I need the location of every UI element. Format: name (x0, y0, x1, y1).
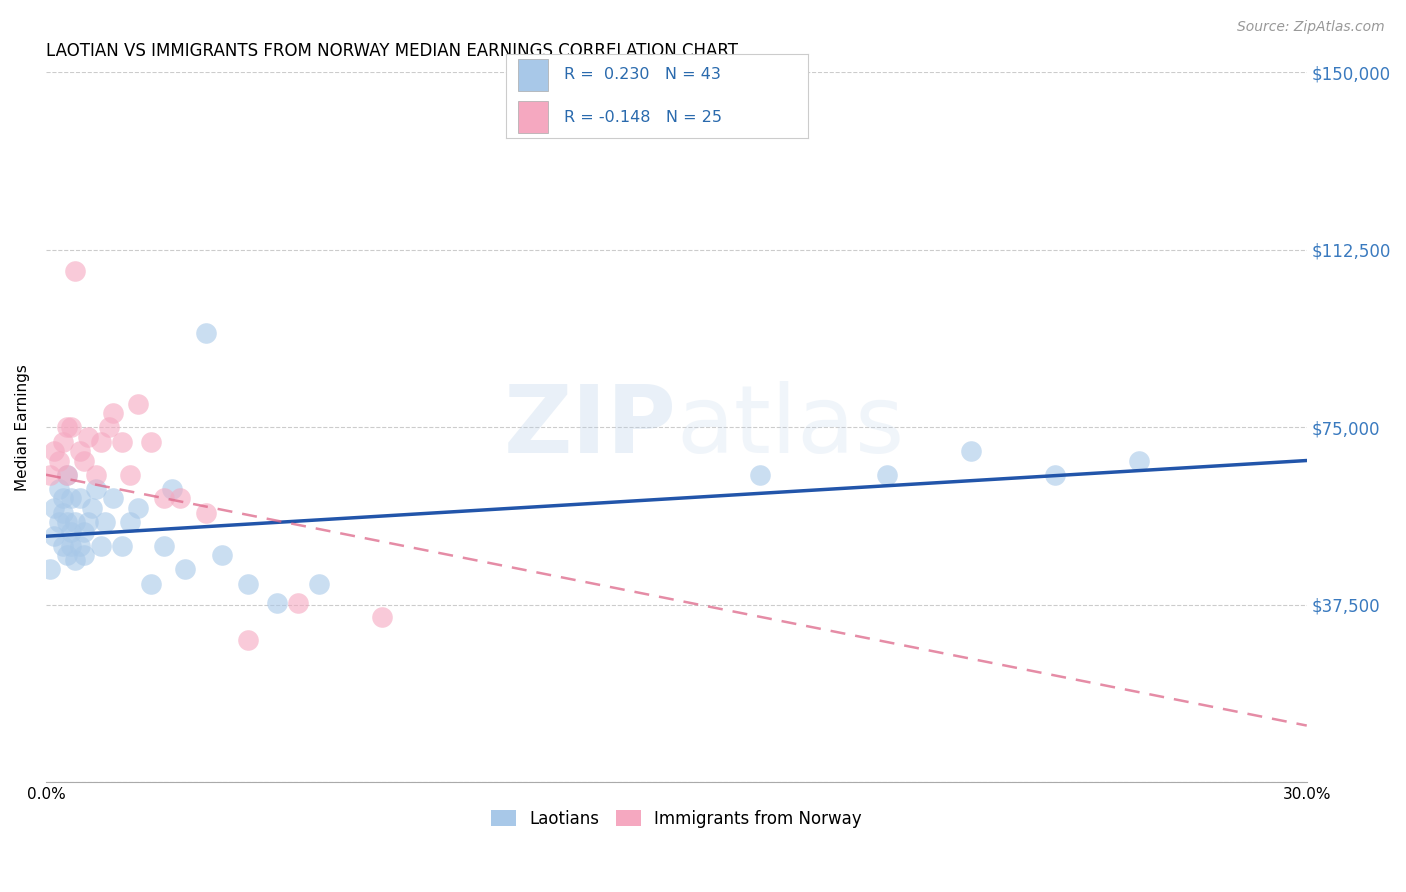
Point (211, 548, 233, 562)
Point (65, 515, 87, 529)
Point (287, 595, 309, 609)
Point (118, 467, 141, 482)
Point (52, 506, 75, 520)
Point (98, 420, 121, 434)
Point (86, 467, 108, 482)
Point (60, 420, 83, 434)
Point (60, 491, 83, 506)
Point (169, 491, 191, 506)
Point (1128, 453, 1150, 467)
Point (236, 576, 259, 591)
Point (127, 397, 149, 411)
Point (56, 515, 79, 529)
Point (69, 491, 91, 506)
Point (152, 491, 174, 506)
Point (86, 482, 108, 496)
Point (266, 595, 288, 609)
Point (44, 529, 66, 543)
Point (103, 491, 125, 506)
Text: R = -0.148   N = 25: R = -0.148 N = 25 (564, 110, 721, 125)
Y-axis label: Median Earnings: Median Earnings (15, 364, 30, 491)
Text: Source: ZipAtlas.com: Source: ZipAtlas.com (1237, 20, 1385, 34)
Point (60, 539, 83, 553)
Point (44, 444, 66, 458)
Point (56, 467, 79, 482)
Text: atlas: atlas (676, 382, 904, 474)
Point (160, 482, 183, 496)
Text: LAOTIAN VS IMMIGRANTS FROM NORWAY MEDIAN EARNINGS CORRELATION CHART: LAOTIAN VS IMMIGRANTS FROM NORWAY MEDIAN… (46, 42, 738, 60)
Point (111, 434, 134, 449)
Point (103, 406, 125, 420)
Text: ZIP: ZIP (503, 382, 676, 474)
Point (749, 467, 772, 482)
Point (48, 453, 70, 467)
Bar (519, 59, 548, 91)
Point (111, 539, 134, 553)
Point (308, 576, 330, 591)
Point (73, 524, 96, 539)
Point (139, 576, 162, 591)
Point (82, 500, 104, 515)
Point (959, 444, 981, 458)
Point (69, 444, 91, 458)
Point (44, 500, 66, 515)
Point (173, 562, 195, 576)
Point (56, 467, 79, 482)
Point (236, 633, 259, 648)
Bar (519, 101, 548, 133)
Point (65, 264, 87, 278)
Point (77, 430, 100, 444)
Point (127, 500, 149, 515)
Point (73, 548, 96, 562)
Point (52, 539, 75, 553)
Point (90, 434, 112, 449)
Point (73, 453, 96, 467)
Text: R =  0.230   N = 43: R = 0.230 N = 43 (564, 67, 720, 82)
Point (60, 524, 83, 539)
Point (118, 515, 141, 529)
Point (139, 434, 162, 449)
Point (94, 515, 117, 529)
Point (194, 326, 217, 340)
Point (52, 491, 75, 506)
Point (90, 539, 112, 553)
Point (39, 562, 62, 576)
Point (65, 553, 87, 567)
Point (56, 420, 79, 434)
Legend: Laotians, Immigrants from Norway: Laotians, Immigrants from Norway (484, 803, 869, 834)
Point (194, 506, 217, 520)
Point (52, 434, 75, 449)
Point (152, 539, 174, 553)
Point (39, 467, 62, 482)
Point (48, 482, 70, 496)
Point (876, 467, 898, 482)
Point (77, 515, 100, 529)
Point (48, 515, 70, 529)
Point (56, 548, 79, 562)
Point (69, 539, 91, 553)
Point (1043, 467, 1066, 482)
Point (371, 609, 394, 624)
